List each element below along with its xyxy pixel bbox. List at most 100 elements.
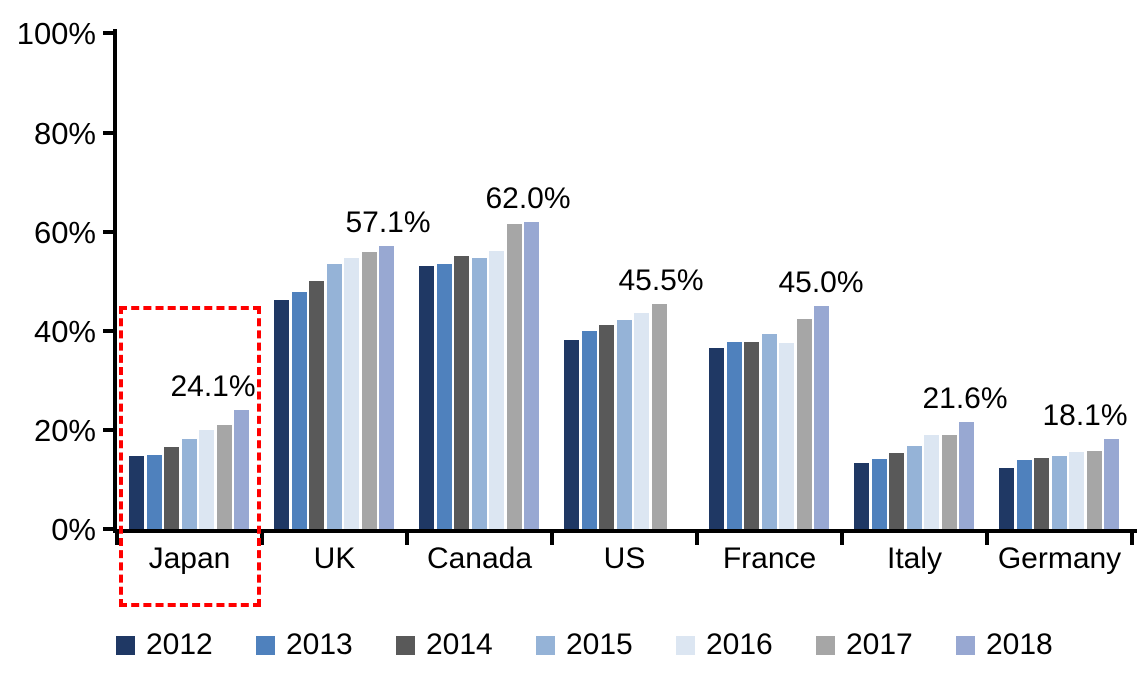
x-axis-tick-mark	[115, 529, 119, 545]
data-label-us: 45.5%	[618, 263, 704, 297]
bar-japan-2017	[216, 424, 232, 529]
data-label-canada: 62.0%	[485, 181, 571, 215]
y-axis-tick-mark	[103, 31, 115, 36]
bar-italy-2012	[854, 463, 869, 529]
legend-swatch-2015	[536, 635, 555, 655]
legend-item-2014: 2014	[396, 629, 536, 661]
bar-italy-2017	[941, 434, 957, 529]
bar-italy-2018	[959, 421, 974, 529]
legend-item-2015: 2015	[536, 629, 676, 661]
category-label-italy: Italy	[886, 542, 943, 575]
bar-france-2018	[814, 306, 829, 529]
bar-uk-2018	[379, 246, 394, 529]
bar-japan-2013	[146, 455, 162, 529]
x-axis-tick-mark	[550, 529, 554, 545]
bar-germany-2013	[1016, 460, 1032, 529]
y-axis-tick-label: 100%	[16, 16, 96, 52]
chart-legend: 2012 2013 2014 2015 2016 2017 2018	[116, 629, 1096, 661]
y-axis-tick-mark	[103, 229, 115, 234]
legend-swatch-2013	[256, 635, 275, 655]
bar-japan-2016	[199, 429, 214, 529]
bar-france-2015	[761, 333, 777, 529]
category-label-france: France	[722, 542, 817, 575]
data-label-japan: 24.1%	[170, 369, 256, 403]
bar-italy-2013	[871, 459, 887, 529]
bar-uk-2017	[361, 251, 377, 529]
data-label-germany: 18.1%	[1042, 399, 1128, 433]
bar-canada-2016	[489, 250, 504, 529]
bar-france-2013	[726, 341, 742, 529]
y-axis-tick-label: 80%	[33, 115, 96, 151]
x-axis-tick-mark	[260, 529, 264, 545]
x-axis-tick-mark	[985, 529, 989, 545]
bar-canada-2013	[436, 263, 452, 529]
bar-us-2013	[581, 330, 597, 529]
bar-italy-2015	[906, 445, 922, 529]
legend-swatch-2017	[816, 635, 835, 655]
legend-item-2016: 2016	[676, 629, 816, 661]
y-axis-tick-label: 0%	[51, 512, 96, 547]
legend-swatch-2016	[676, 635, 695, 655]
data-label-italy: 21.6%	[922, 381, 1008, 415]
legend-label-2012: 2012	[146, 628, 213, 661]
bar-uk-2014	[309, 280, 324, 529]
bar-japan-2015	[181, 439, 197, 529]
bar-uk-2016	[344, 258, 359, 529]
bar-canada-2012	[419, 266, 434, 529]
y-axis-tick-mark	[103, 427, 115, 432]
bar-france-2012	[709, 347, 724, 529]
bar-us-2016	[634, 312, 649, 529]
y-axis-tick-mark	[103, 130, 115, 135]
legend-label-2013: 2013	[286, 628, 353, 661]
bar-italy-2016	[924, 435, 939, 529]
x-axis-tick-mark	[840, 529, 844, 545]
bar-canada-2017	[506, 224, 522, 529]
y-axis-tick-label: 20%	[33, 412, 96, 448]
bar-france-2017	[796, 319, 812, 529]
legend-label-2016: 2016	[706, 628, 773, 661]
bar-canada-2014	[454, 256, 469, 529]
bar-germany-2018	[1104, 439, 1119, 529]
y-axis-tick-mark	[103, 328, 115, 333]
legend-swatch-2014	[396, 635, 415, 655]
bar-germany-2016	[1069, 452, 1084, 529]
bar-us-2015	[616, 319, 632, 529]
y-axis-tick-label: 60%	[33, 214, 96, 250]
category-label-japan: Japan	[148, 542, 231, 575]
category-label-germany: Germany	[997, 542, 1122, 575]
x-axis-tick-mark	[695, 529, 699, 545]
category-label-canada: Canada	[426, 542, 533, 575]
bar-japan-2014	[164, 446, 179, 529]
y-axis-tick-label: 40%	[33, 313, 96, 349]
legend-item-2012: 2012	[116, 629, 256, 661]
bar-france-2016	[779, 343, 794, 529]
x-axis-line	[113, 529, 1137, 533]
bar-canada-2015	[471, 258, 487, 529]
bar-italy-2014	[889, 453, 904, 529]
bar-canada-2018	[524, 221, 539, 529]
bar-germany-2015	[1051, 455, 1067, 529]
bar-japan-2018	[234, 409, 249, 529]
x-axis-tick-mark	[405, 529, 409, 545]
data-label-uk: 57.1%	[345, 206, 431, 240]
bar-japan-2012	[129, 456, 144, 529]
x-axis-tick-mark	[1130, 529, 1134, 545]
category-label-uk: UK	[313, 542, 356, 575]
japan-highlight-dashed-box	[119, 306, 261, 607]
bar-uk-2013	[291, 291, 307, 529]
bar-france-2014	[744, 342, 759, 529]
data-label-france: 45.0%	[778, 266, 864, 299]
bar-uk-2012	[274, 299, 289, 529]
legend-label-2014: 2014	[426, 628, 493, 661]
y-axis-tick-mark	[103, 527, 115, 531]
legend-item-2013: 2013	[256, 629, 396, 661]
bar-us-2012	[564, 339, 579, 529]
bar-us-2014	[599, 324, 614, 529]
legend-swatch-2018	[956, 635, 975, 655]
legend-swatch-2012	[116, 635, 135, 655]
bar-germany-2017	[1086, 451, 1102, 529]
legend-label-2015: 2015	[566, 628, 633, 661]
legend-label-2018: 2018	[986, 628, 1053, 661]
bar-us-2017	[651, 303, 667, 529]
